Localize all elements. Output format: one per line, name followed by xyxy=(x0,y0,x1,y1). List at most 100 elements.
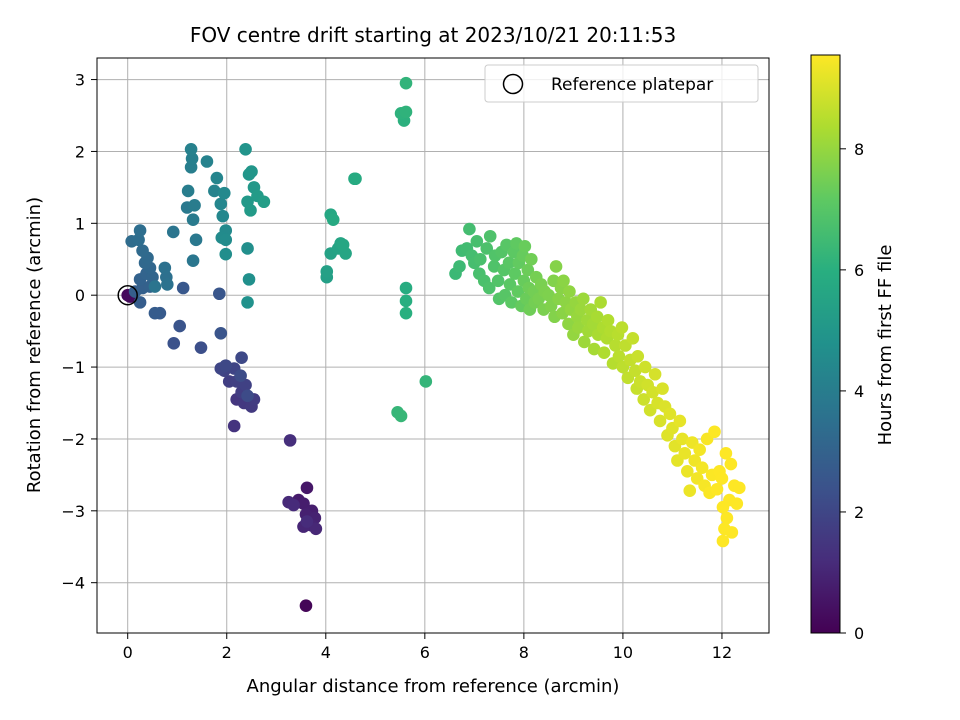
data-point xyxy=(508,267,522,280)
data-point xyxy=(732,481,746,495)
data-point xyxy=(453,260,466,273)
data-point xyxy=(186,254,200,267)
y-tick-label: −1 xyxy=(61,358,85,377)
data-point xyxy=(181,184,195,198)
data-point xyxy=(463,222,476,236)
data-point xyxy=(473,252,487,266)
y-tick-label: −2 xyxy=(61,430,85,449)
data-point xyxy=(482,281,496,295)
x-tick-label: 0 xyxy=(123,643,133,662)
data-point xyxy=(470,234,484,248)
data-point xyxy=(309,522,323,536)
data-point xyxy=(214,197,228,211)
legend-marker-icon xyxy=(502,73,524,95)
data-point xyxy=(673,414,687,428)
data-point xyxy=(678,447,692,460)
data-point xyxy=(638,360,652,374)
data-point xyxy=(601,314,615,327)
data-point xyxy=(216,209,230,223)
colorbar-gradient xyxy=(810,54,841,634)
data-point xyxy=(419,375,433,388)
x-axis-ticks: 0 2 4 6 8 10 12 xyxy=(123,633,732,662)
data-point xyxy=(176,281,190,295)
data-point xyxy=(148,306,162,320)
reference-marker xyxy=(117,284,138,306)
y-tick-label: −4 xyxy=(61,574,85,593)
data-point xyxy=(283,434,297,447)
data-point xyxy=(557,274,570,288)
data-point xyxy=(213,287,226,301)
data-point xyxy=(646,385,659,399)
data-points xyxy=(121,76,746,612)
data-point xyxy=(217,186,231,200)
colorbar-ticks: 0 2 4 6 8 xyxy=(840,140,864,643)
data-point xyxy=(716,534,730,548)
data-point xyxy=(299,599,313,612)
legend-box xyxy=(484,64,759,103)
y-axis-ticks: −4 −3 −2 −1 0 1 2 3 xyxy=(61,71,97,593)
data-point xyxy=(720,511,734,525)
data-point xyxy=(200,155,214,168)
data-point xyxy=(399,306,413,320)
data-point xyxy=(189,233,203,247)
data-point xyxy=(239,378,252,392)
data-point xyxy=(241,242,254,255)
data-point xyxy=(725,526,739,539)
data-point xyxy=(730,497,744,510)
data-point xyxy=(511,285,525,298)
data-point xyxy=(590,310,604,324)
data-point xyxy=(609,339,622,352)
data-point xyxy=(695,461,709,474)
data-point xyxy=(524,252,538,266)
data-point xyxy=(173,319,187,333)
y-tick-label: −3 xyxy=(61,502,85,521)
data-point xyxy=(214,326,228,340)
data-point xyxy=(594,296,607,309)
data-point xyxy=(562,317,575,331)
data-point xyxy=(724,457,738,471)
data-point xyxy=(227,419,241,433)
data-point xyxy=(399,76,413,90)
data-point xyxy=(219,359,233,372)
data-point xyxy=(576,292,590,306)
data-point xyxy=(136,244,149,257)
data-point xyxy=(188,199,201,212)
colorbar-tick-label: 8 xyxy=(854,140,864,159)
y-tick-label: 3 xyxy=(75,71,85,90)
y-axis-label: Rotation from reference (arcmin) xyxy=(24,197,45,493)
x-tick-label: 8 xyxy=(519,643,529,662)
data-point xyxy=(235,351,248,365)
data-point xyxy=(257,195,271,209)
data-point xyxy=(148,280,162,293)
data-point xyxy=(186,213,200,227)
data-point xyxy=(491,274,505,288)
data-point xyxy=(480,242,494,255)
data-point xyxy=(300,481,314,495)
data-point xyxy=(287,498,300,512)
data-point xyxy=(158,261,172,275)
data-point xyxy=(676,432,689,446)
data-point xyxy=(166,225,180,239)
data-point xyxy=(244,204,257,217)
data-point xyxy=(399,281,413,295)
data-point xyxy=(518,240,532,253)
data-point xyxy=(663,407,677,421)
data-point xyxy=(597,346,611,359)
x-tick-label: 12 xyxy=(712,643,732,662)
data-point xyxy=(161,278,174,291)
data-point xyxy=(320,265,334,278)
data-point xyxy=(505,296,518,309)
data-point xyxy=(349,172,362,186)
data-point xyxy=(239,142,252,156)
legend-label: Reference platepar xyxy=(551,75,713,95)
legend: Reference platepar xyxy=(484,64,759,103)
data-point xyxy=(297,497,310,510)
data-point xyxy=(542,288,555,302)
data-point xyxy=(399,105,413,119)
data-point xyxy=(683,484,697,497)
colorbar-tick-label: 2 xyxy=(854,503,864,522)
data-point xyxy=(219,247,233,261)
data-point xyxy=(615,321,629,334)
data-point xyxy=(719,447,733,460)
